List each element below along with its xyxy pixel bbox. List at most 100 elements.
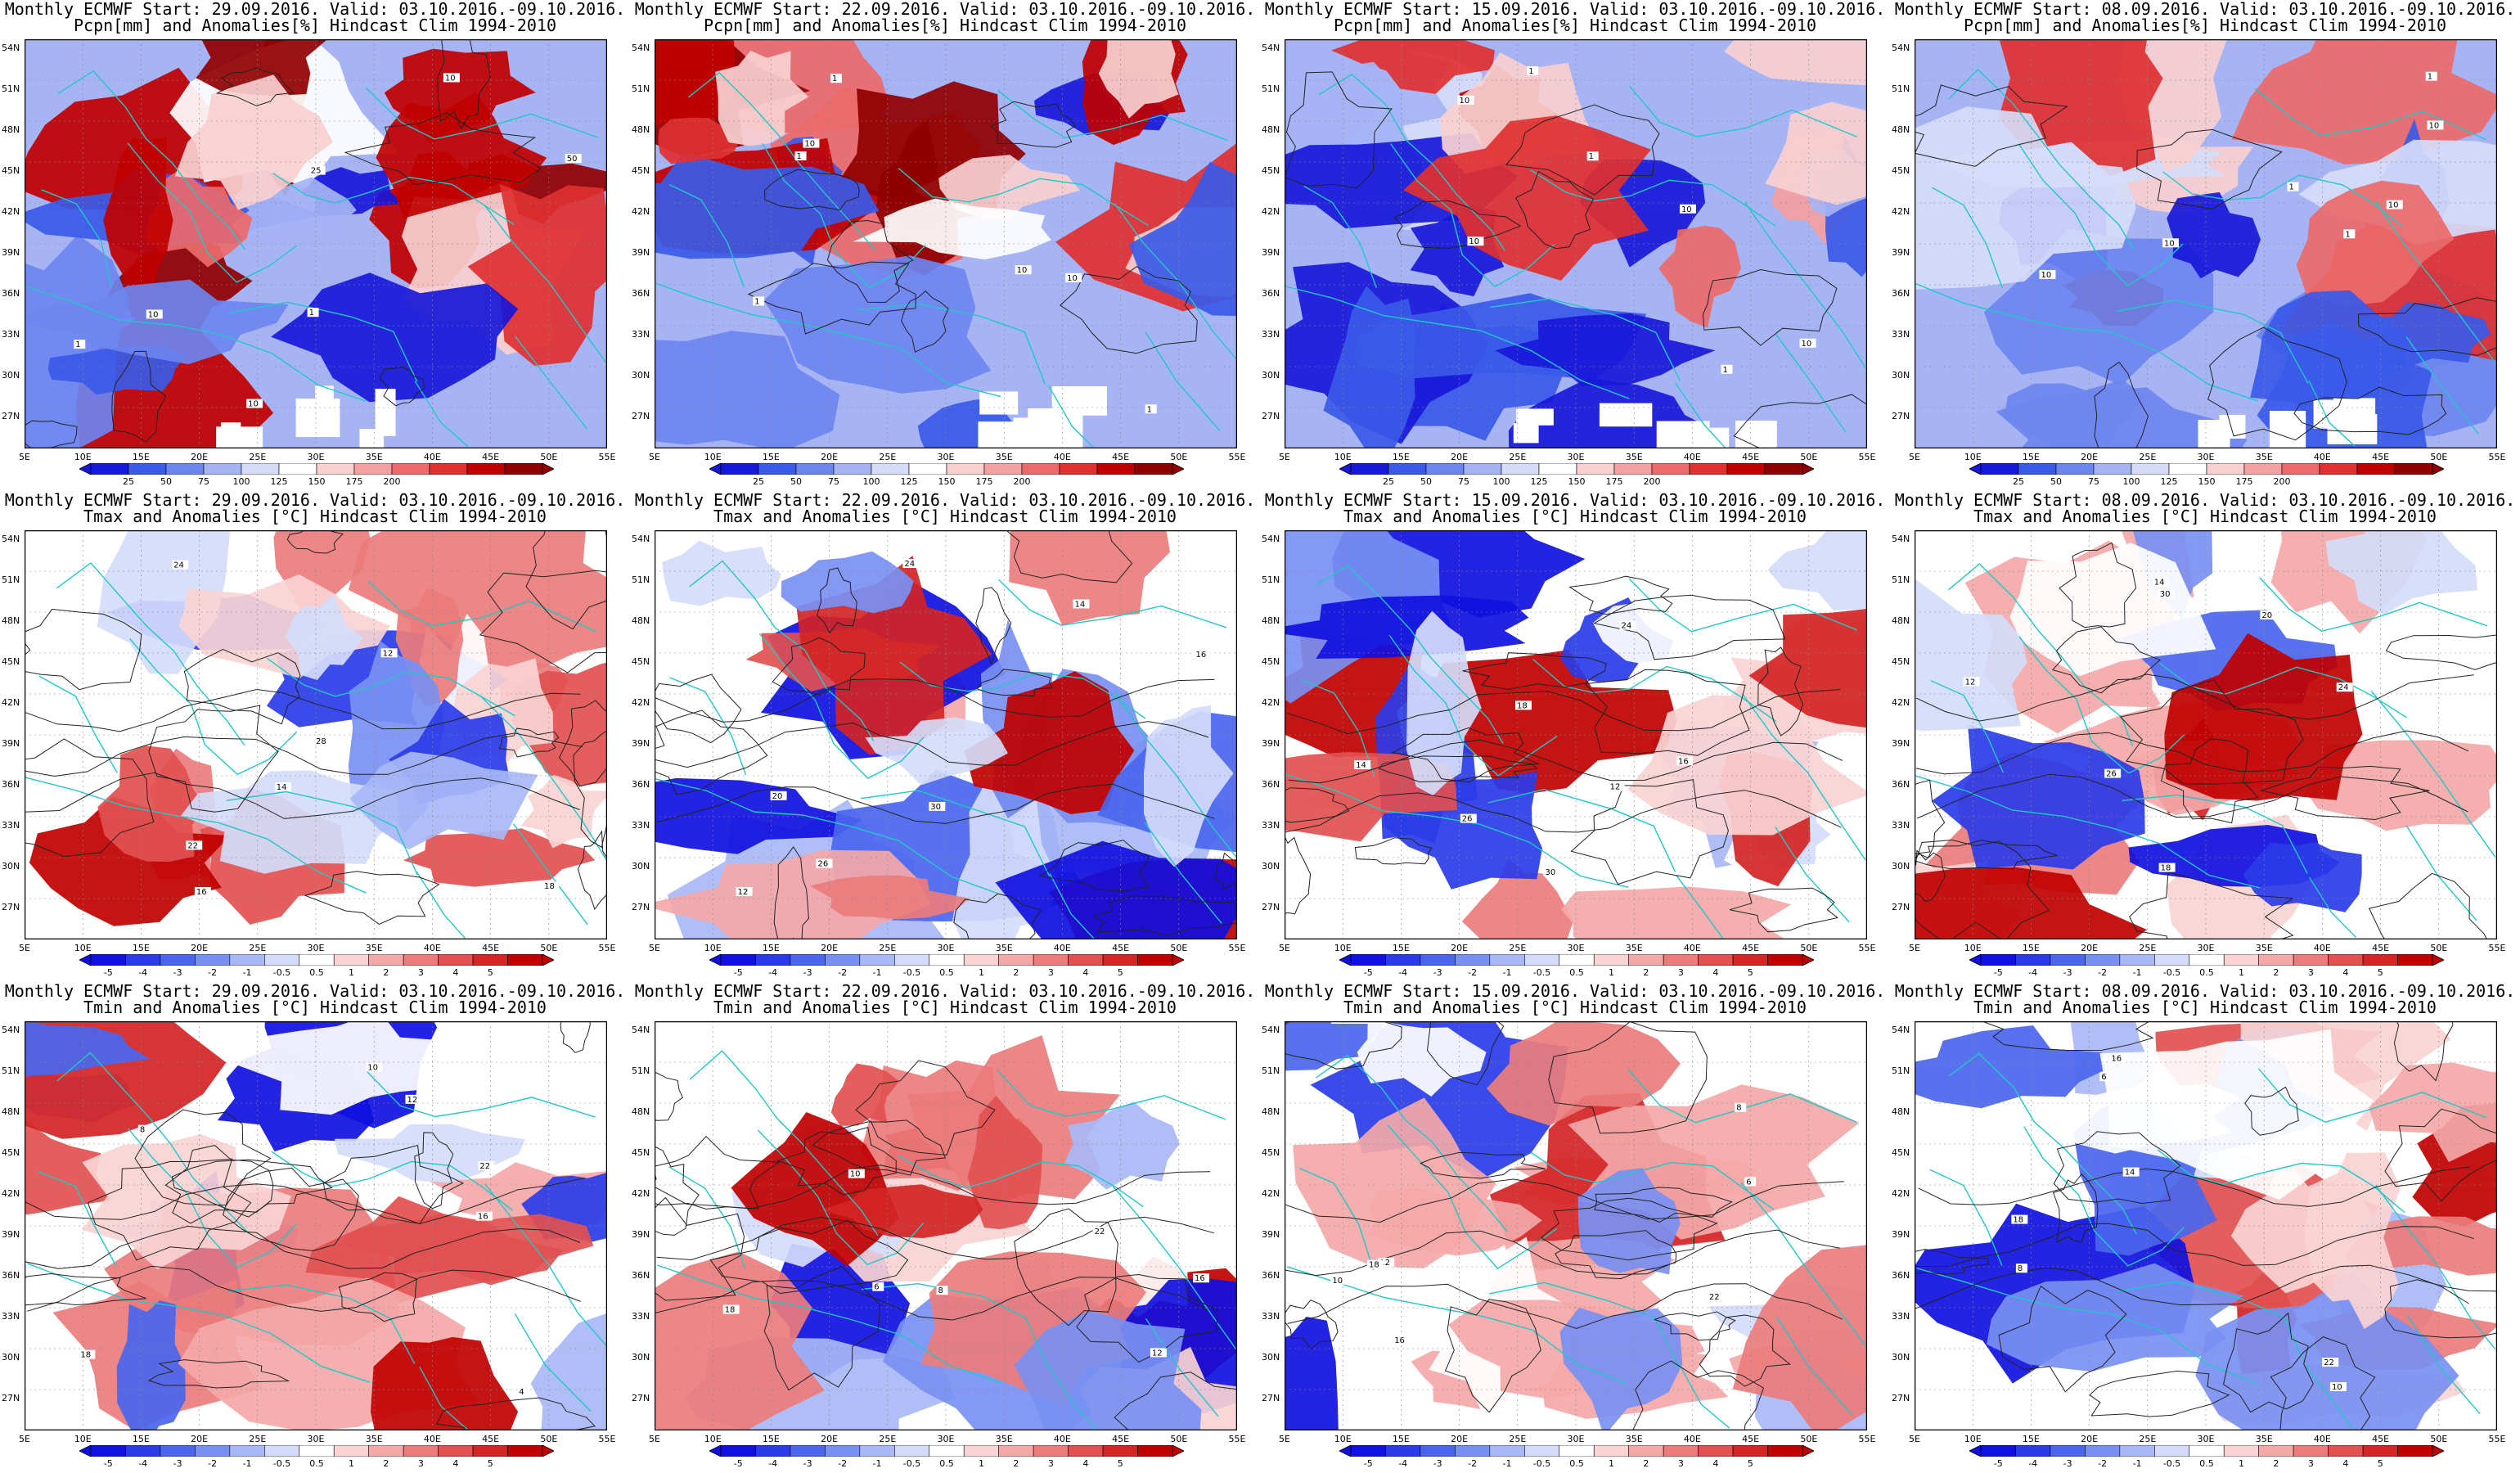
isoline (25, 688, 581, 732)
colorbar-swatch (316, 462, 355, 475)
isoline-label: 30 (2160, 590, 2171, 599)
isoline-label-background (2109, 1053, 2126, 1063)
longitude-label: 5E (1279, 452, 1290, 462)
isoline (855, 1060, 996, 1155)
panel-title-line2: Tmin and Anomalies [°C] Hindcast Clim 19… (1973, 998, 2437, 1017)
colorbar-tick-label: -4 (1398, 1458, 1408, 1469)
isoline-label: 6 (874, 1283, 879, 1292)
longitude-label: 10E (1964, 943, 1982, 953)
colorbar-swatch (2018, 462, 2057, 475)
colorbar-tick-label: 200 (2273, 476, 2291, 487)
latitude-label: 36N (1262, 1270, 1280, 1281)
isoline (1505, 104, 1660, 196)
colorbar-swatch (2015, 1444, 2051, 1457)
map-svg: 12 14 16 18 22 24 28 (25, 530, 607, 939)
coastline (1315, 1054, 1508, 1232)
longitude-label: 10E (1334, 452, 1352, 462)
latitude-label: 45N (632, 656, 650, 667)
colorbar-arrow-left (1969, 462, 1982, 475)
longitude-label: 50E (540, 1434, 558, 1444)
isoline (436, 1397, 596, 1430)
isoline (25, 608, 142, 691)
colorbar-tick-label: 3 (417, 967, 424, 978)
isoline (87, 1158, 252, 1261)
colorbar-swatch (2093, 462, 2132, 475)
coastline (655, 282, 1001, 398)
longitude-label: 30E (1567, 1434, 1585, 1444)
map-frame (1915, 530, 2497, 939)
latitude-label: 54N (1892, 1025, 1910, 1035)
isoline (2129, 872, 2294, 939)
coastline (2158, 662, 2407, 718)
colorbar-swatch (438, 1444, 474, 1457)
longitude-label: 10E (74, 452, 92, 462)
colorbar-swatch (507, 953, 543, 966)
panel-title-line1: Monthly ECMWF Start: 22.09.2016. Valid: … (634, 981, 1256, 1001)
colorbar-tick-label: 5 (487, 967, 493, 978)
colorbar-swatch (229, 953, 265, 966)
longitude-label: 10E (1964, 452, 1982, 462)
colorbar-swatch (1102, 1444, 1138, 1457)
anomaly-shading (1592, 573, 1809, 671)
isoline-label: 50 (567, 155, 578, 164)
isoline-label: 1 (1147, 405, 1152, 414)
isoline (655, 1072, 684, 1121)
coastline (1285, 773, 1629, 888)
colorbar-tick-label: 125 (270, 476, 288, 487)
isoline (25, 1225, 581, 1269)
isoline (2293, 386, 2447, 435)
isoline-label-background (1092, 1226, 1109, 1236)
isoline (2052, 1173, 2099, 1243)
longitude-label: 45E (1742, 943, 1760, 953)
longitude-label: 25E (2139, 452, 2157, 462)
colorbar-tick-label: -0.5 (2162, 967, 2181, 978)
isoline (901, 290, 949, 353)
coastline (1676, 875, 1725, 939)
colorbar-tick-label: -4 (138, 967, 148, 978)
colorbar (79, 953, 555, 966)
anomaly-shading (1915, 579, 2027, 732)
anomaly-shading (865, 717, 1008, 786)
isoline-label-background (443, 73, 460, 83)
colorbar-swatch (2119, 953, 2155, 966)
isoline-label: 8 (2018, 1264, 2023, 1273)
colorbar-swatch (1764, 462, 1803, 475)
longitude-label: 20E (191, 1434, 209, 1444)
coastline (1145, 331, 1221, 431)
isoline-label-background (736, 887, 753, 897)
colorbar-swatch (720, 462, 759, 475)
no-data-mask (1599, 403, 1653, 427)
longitude-label: 55E (1858, 452, 1876, 462)
anomaly-shading (47, 345, 186, 395)
colorbar-arrow-left (1969, 1444, 1982, 1457)
coastline (479, 695, 607, 861)
colorbar-svg (1339, 1444, 1815, 1457)
anomaly-shading (655, 152, 880, 259)
longitude-label: 15E (132, 452, 150, 462)
colorbar-arrow-left (1969, 953, 1982, 966)
colorbar-tick-label: -2 (2098, 967, 2108, 978)
isoline-label: 12 (1152, 1349, 1163, 1358)
anomaly-shading (1487, 1021, 1681, 1126)
colorbar-tick-label: 1 (978, 1458, 984, 1469)
latitude-label: 33N (632, 1311, 650, 1322)
anomaly-shading (196, 39, 328, 97)
longitude-label: 40E (423, 1434, 441, 1444)
colorbar-svg (709, 462, 1185, 475)
longitude-label: 5E (1909, 943, 1920, 953)
isoline (975, 587, 1012, 665)
latitude-label: 48N (2, 124, 20, 135)
coastline (416, 871, 466, 939)
colorbar-swatch (466, 462, 506, 475)
isoline (2357, 297, 2497, 356)
isoline-label-background (936, 1286, 948, 1295)
isoline-label: 10 (1067, 274, 1078, 283)
colorbar-swatch (1137, 1444, 1173, 1457)
isoline (709, 1219, 909, 1295)
map-area: 10 1 10 1 1 10 1 (655, 39, 1237, 448)
anomaly-shading (2167, 191, 2261, 279)
anomaly-shading (29, 796, 231, 926)
colorbar-swatch (2293, 953, 2329, 966)
panel-title-line1: Monthly ECMWF Start: 29.09.2016. Valid: … (4, 490, 626, 510)
colorbar-svg (79, 1444, 555, 1457)
